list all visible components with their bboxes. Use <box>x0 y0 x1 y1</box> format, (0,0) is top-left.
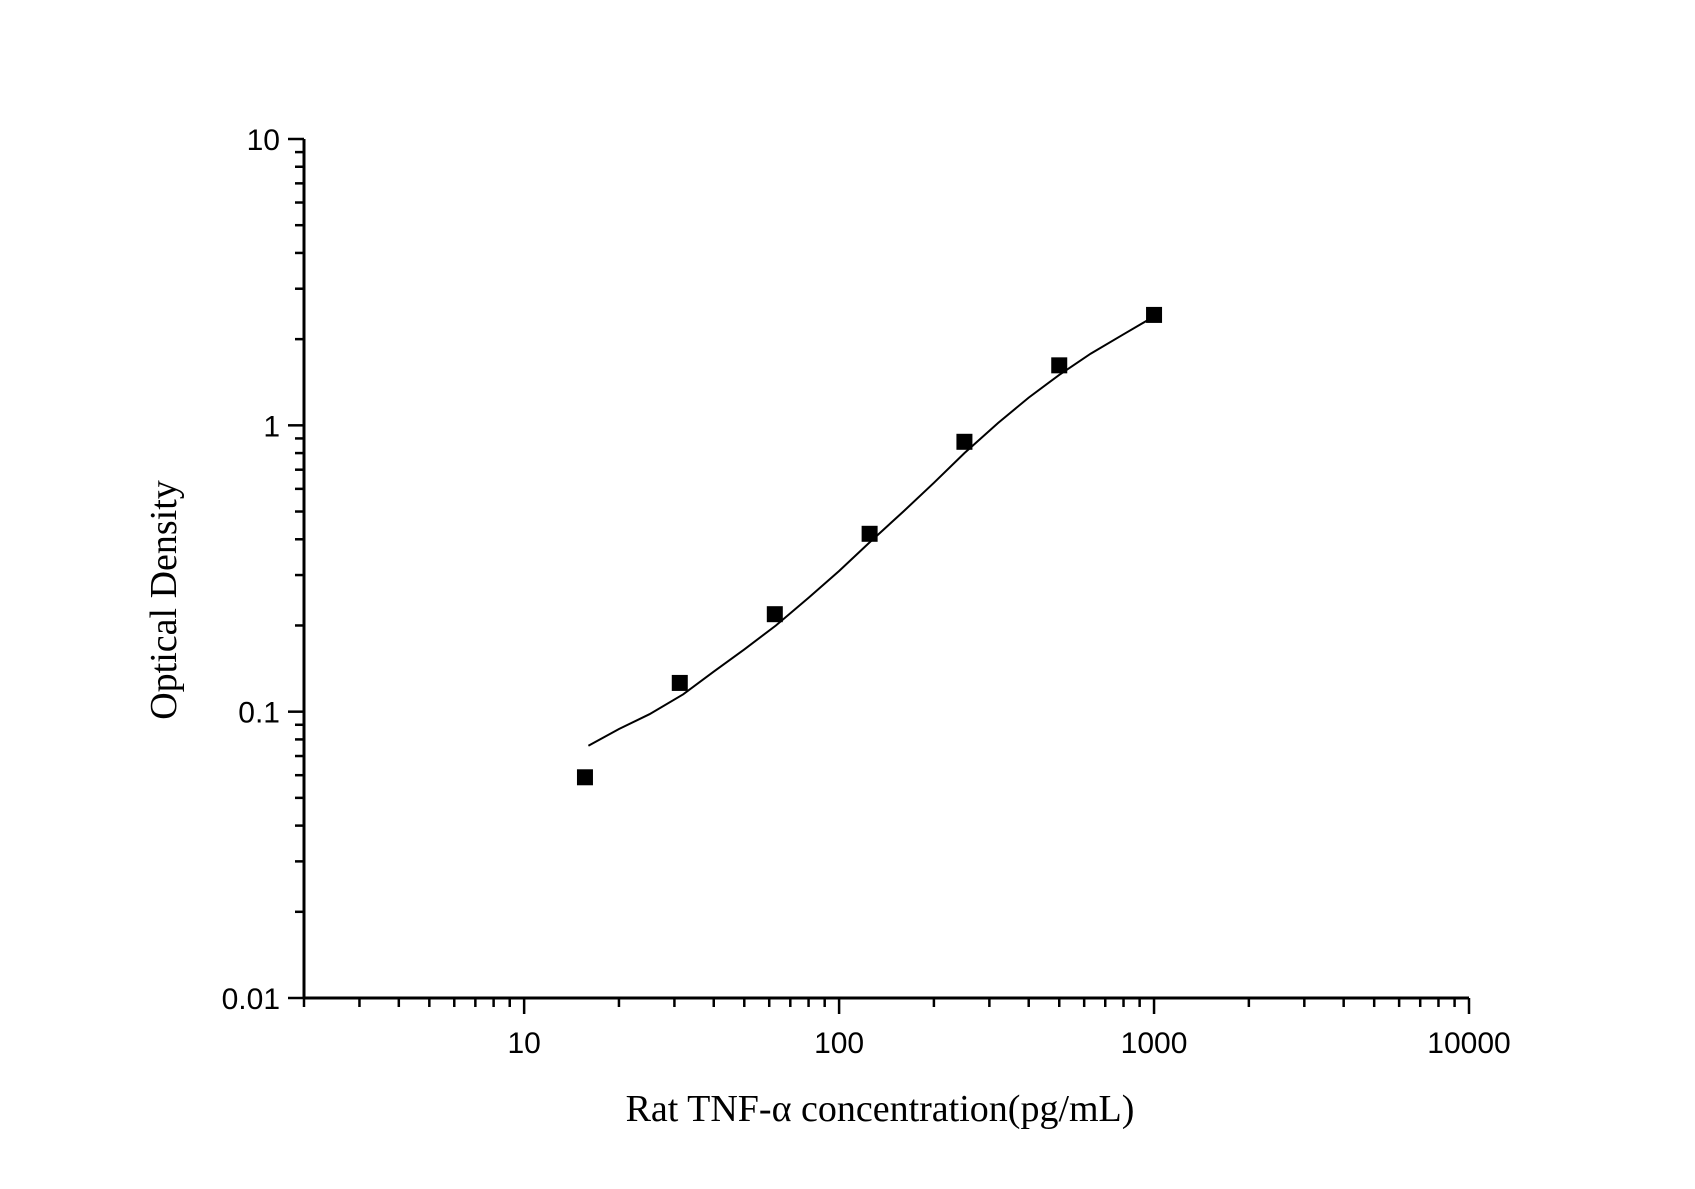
fit-curve-layer <box>587 315 1155 747</box>
y-tick-label: 1 <box>263 410 280 443</box>
data-point <box>766 606 783 623</box>
y-tick-label: 0.1 <box>238 697 280 730</box>
data-point <box>576 769 593 786</box>
x-tick-label: 100 <box>814 1027 864 1060</box>
data-point <box>671 674 688 691</box>
data-point <box>1146 306 1163 323</box>
data-point <box>861 525 878 542</box>
data-points <box>576 306 1163 786</box>
x-tick-label: 10000 <box>1427 1027 1510 1060</box>
data-point <box>1051 357 1068 374</box>
x-axis-title: Rat TNF-α concentration(pg/mL) <box>626 1088 1135 1130</box>
x-tick-label: 10 <box>507 1027 540 1060</box>
y-tick-label: 10 <box>247 124 280 157</box>
data-point <box>956 433 973 450</box>
x-tick-label: 1000 <box>1121 1027 1188 1060</box>
axes: 10 100 1000 10000 0.01 0.1 1 10 <box>222 124 1511 1060</box>
y-tick-label: 0.01 <box>222 983 280 1016</box>
y-axis-title: Optical Density <box>143 480 185 720</box>
fit-curve <box>587 315 1155 747</box>
